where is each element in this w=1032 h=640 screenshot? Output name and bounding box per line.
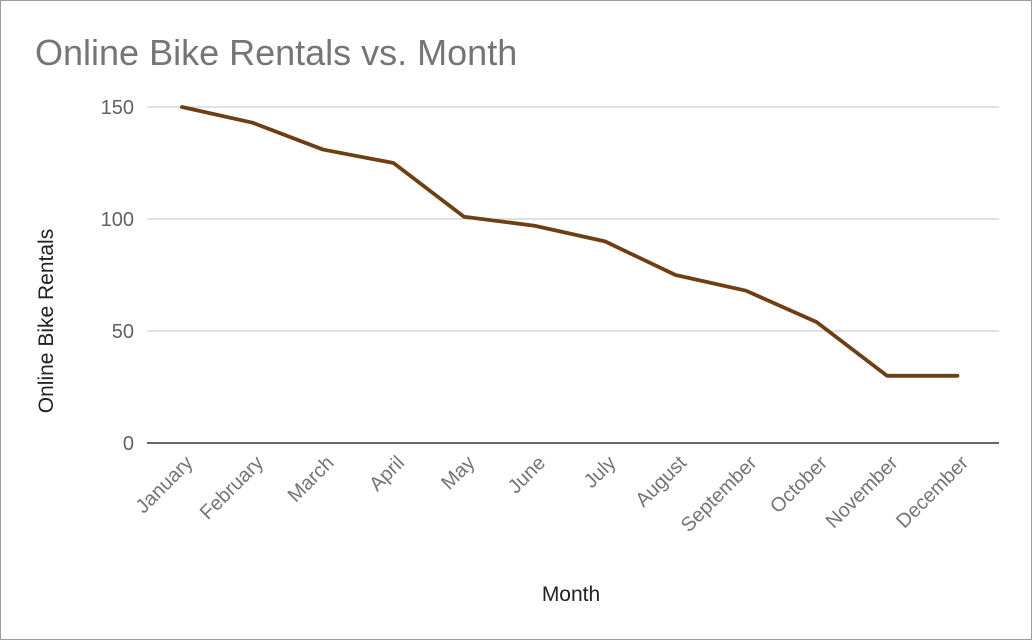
x-tick-label: October xyxy=(766,452,832,518)
x-tick-label: August xyxy=(631,452,691,512)
y-tick-label: 50 xyxy=(112,321,134,343)
x-tick-label: April xyxy=(365,452,409,496)
x-tick-label: January xyxy=(132,452,198,518)
x-tick-label: September xyxy=(677,452,762,537)
x-tick-label: May xyxy=(437,452,479,494)
x-tick-label: June xyxy=(504,452,550,498)
x-tick-label: February xyxy=(196,452,268,524)
x-tick-label: July xyxy=(580,452,621,493)
y-tick-label: 150 xyxy=(101,97,134,119)
gridlines xyxy=(147,106,999,444)
y-axis-ticks: 0 50 100 150 xyxy=(101,97,134,455)
series-line xyxy=(180,105,960,378)
y-tick-label: 0 xyxy=(123,433,134,455)
series-layer xyxy=(180,105,960,378)
x-axis-title: Month xyxy=(542,583,600,606)
y-tick-label: 100 xyxy=(101,209,134,231)
x-tick-label: November xyxy=(822,452,903,533)
x-tick-label: December xyxy=(892,452,973,533)
chart-title: Online Bike Rentals vs. Month xyxy=(35,32,517,73)
y-axis-title: Online Bike Rentals xyxy=(35,229,58,413)
x-tick-label: March xyxy=(284,452,339,507)
